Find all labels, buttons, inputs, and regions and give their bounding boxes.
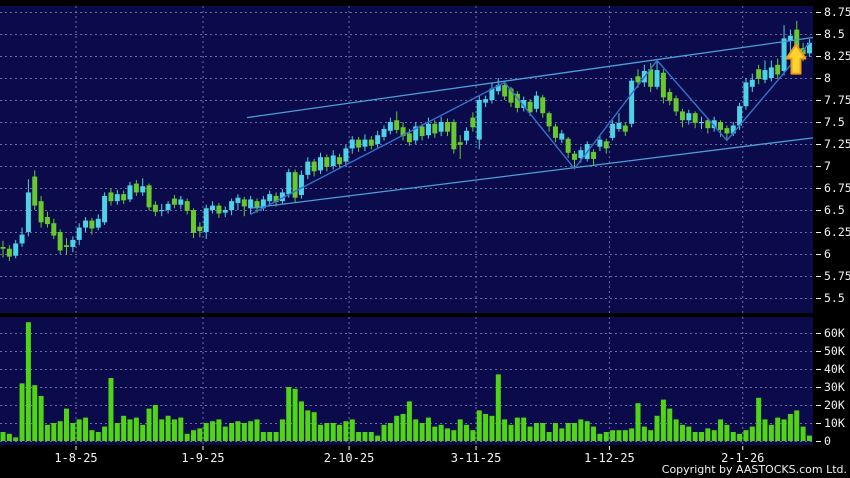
svg-text:7.5: 7.5 (824, 115, 845, 129)
svg-text:8.25: 8.25 (824, 49, 850, 63)
svg-text:7.25: 7.25 (824, 137, 850, 151)
svg-text:60K: 60K (824, 326, 845, 340)
volume-axis-labels: 60K 50K 40K 30K 20K 10K 0 (816, 326, 845, 448)
date-axis-labels: 1-8-25 1-9-25 2-10-25 3-11-25 1-12-25 2-1-26 (54, 446, 764, 465)
svg-text:6.25: 6.25 (824, 225, 850, 239)
svg-text:30K: 30K (824, 380, 845, 394)
candles (0, 20, 812, 262)
svg-text:0: 0 (824, 434, 831, 448)
svg-text:6: 6 (824, 247, 831, 261)
svg-text:7.75: 7.75 (824, 93, 850, 107)
svg-text:5.5: 5.5 (824, 291, 845, 305)
svg-text:40K: 40K (824, 362, 845, 376)
trend-channel-lines (246, 36, 814, 209)
svg-text:1-9-25: 1-9-25 (181, 451, 224, 465)
svg-text:6.75: 6.75 (824, 181, 850, 195)
copyright-text: Copyright by AASTOCKS.com Ltd. (661, 463, 847, 476)
svg-text:20K: 20K (824, 398, 845, 412)
svg-text:3-11-25: 3-11-25 (451, 451, 502, 465)
svg-text:7: 7 (824, 159, 831, 173)
svg-text:8.75: 8.75 (824, 5, 850, 19)
svg-text:8.5: 8.5 (824, 27, 845, 41)
zigzag-line (250, 42, 810, 216)
svg-text:8: 8 (824, 71, 831, 85)
price-axis-labels: 8.75 8.5 8.25 8 7.75 7.5 7.25 7 6.75 6.5 6.25 6 5.75… (816, 5, 850, 305)
svg-text:2-1-26: 2-1-26 (721, 451, 764, 465)
svg-text:50K: 50K (824, 344, 845, 358)
svg-text:1-8-25: 1-8-25 (54, 451, 97, 465)
up-arrow-annotation (785, 43, 807, 75)
svg-text:2-10-25: 2-10-25 (324, 451, 375, 465)
volume-bars (0, 322, 812, 441)
svg-text:5.75: 5.75 (824, 269, 850, 283)
svg-text:6.5: 6.5 (824, 203, 845, 217)
svg-text:10K: 10K (824, 416, 845, 430)
svg-text:1-12-25: 1-12-25 (584, 451, 635, 465)
gridlines (0, 6, 813, 445)
